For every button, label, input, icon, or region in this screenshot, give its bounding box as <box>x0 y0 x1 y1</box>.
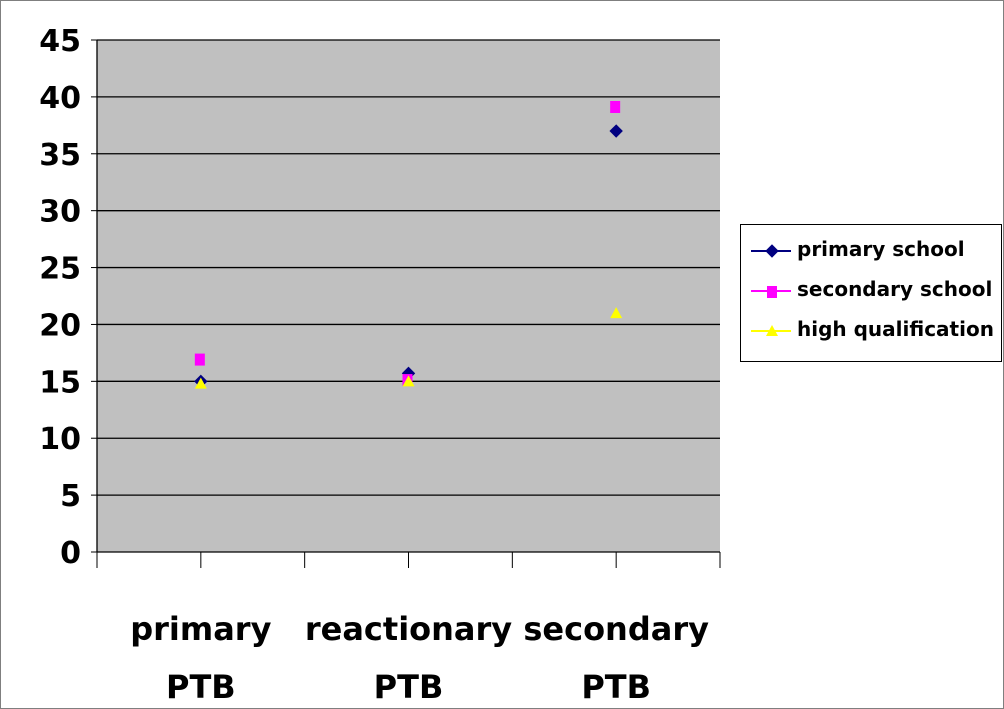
y-tick-label: 15 <box>39 365 81 400</box>
data-point-high-qualification <box>194 377 207 389</box>
data-point-high-qualification <box>402 375 415 387</box>
x-tick-label: primary PTB <box>130 610 271 706</box>
x-tick-label: reactionary PTB <box>305 610 512 706</box>
legend-marker-square <box>767 286 777 298</box>
gridlines <box>91 39 720 553</box>
x-tick-label: secondary PTB <box>523 610 709 706</box>
legend-item: high qualification <box>741 313 1001 349</box>
legend-label: secondary school <box>797 277 993 301</box>
axes <box>96 40 721 568</box>
y-tick-label: 45 <box>39 24 81 59</box>
y-tick-label: 35 <box>39 138 81 173</box>
legend-item: primary school <box>741 233 1001 269</box>
data-point-secondary-school <box>610 100 621 113</box>
legend-marker-triangle <box>766 325 778 336</box>
legend-label: high qualification <box>797 317 994 341</box>
plot-area <box>97 40 720 552</box>
data-point-high-qualification <box>610 307 623 319</box>
data-point-secondary-school <box>194 353 205 366</box>
y-tick-labels: 0 5 10 15 20 25 30 35 40 45 <box>39 24 81 571</box>
y-tick-label: 30 <box>39 195 81 230</box>
plot-background <box>97 40 720 552</box>
legend-label: primary school <box>797 237 965 261</box>
data-point-primary-school <box>609 124 623 138</box>
y-tick-label: 0 <box>60 536 81 571</box>
y-tick-label: 20 <box>39 308 81 343</box>
legend-item: secondary school <box>741 273 1001 309</box>
y-tick-label: 5 <box>60 479 81 514</box>
y-tick-label: 40 <box>39 81 81 116</box>
y-tick-label: 10 <box>39 422 81 457</box>
data-points <box>194 100 623 389</box>
y-tick-label: 25 <box>39 252 81 287</box>
legend: primary school secondary school high quali… <box>740 224 1002 362</box>
legend-marker-diamond <box>765 244 779 258</box>
